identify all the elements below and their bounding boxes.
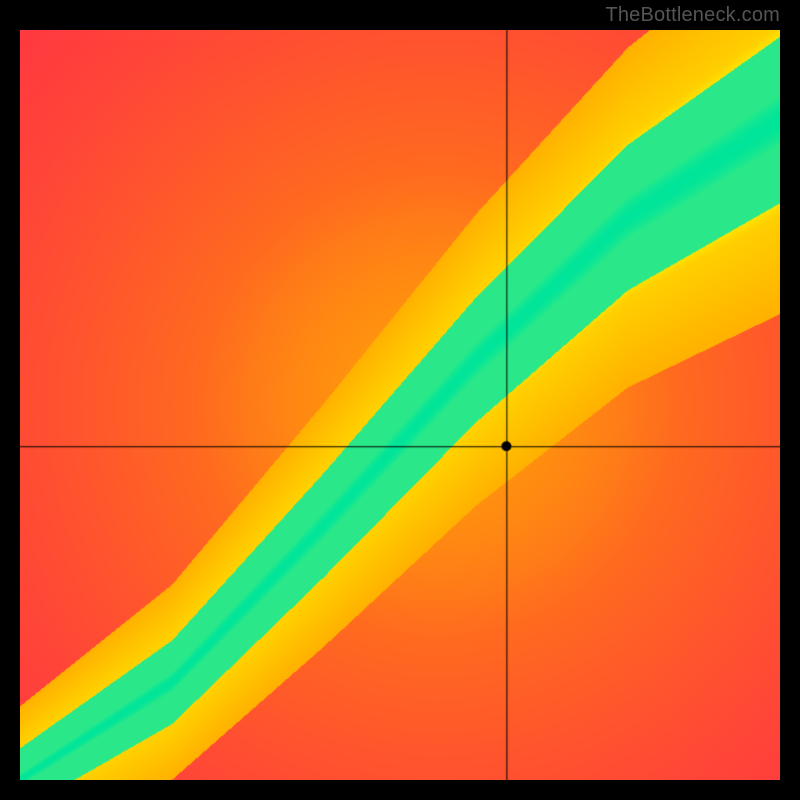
chart-container: TheBottleneck.com: [0, 0, 800, 800]
bottleneck-heatmap-canvas: [20, 30, 780, 780]
plot-area: [20, 30, 780, 780]
watermark-text: TheBottleneck.com: [605, 4, 780, 27]
